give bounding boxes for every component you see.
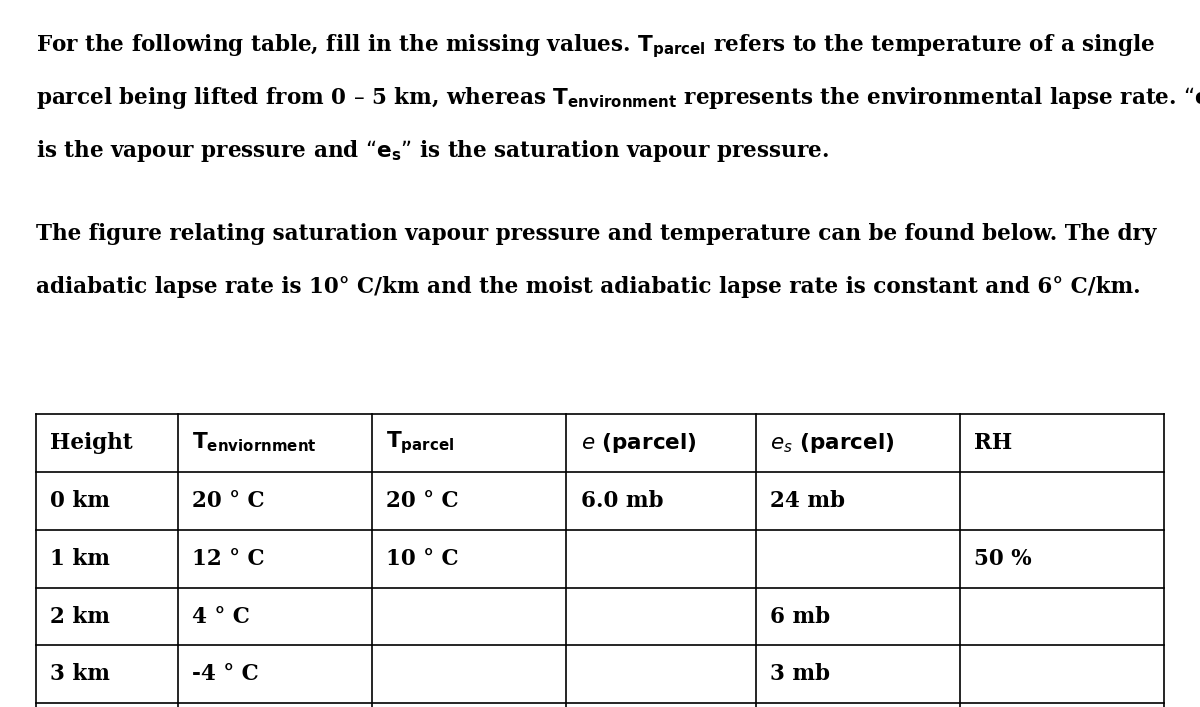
Text: 10 ° C: 10 ° C xyxy=(386,547,460,570)
Text: 12 ° C: 12 ° C xyxy=(192,547,265,570)
Text: $\mathbf{\mathit{e}}_{\mathbf{\mathit{s}}}$ $\mathbf{(parcel)}$: $\mathbf{\mathit{e}}_{\mathbf{\mathit{s}… xyxy=(770,431,895,455)
Text: 0 km: 0 km xyxy=(50,489,110,512)
Text: -4 ° C: -4 ° C xyxy=(192,663,259,686)
Text: For the following table, fill in the missing values. $\mathbf{T}_{\mathbf{parcel: For the following table, fill in the mis… xyxy=(36,32,1156,59)
Text: 6.0 mb: 6.0 mb xyxy=(581,489,664,512)
Text: 1 km: 1 km xyxy=(50,547,110,570)
Text: Height: Height xyxy=(50,431,133,454)
Text: 20 ° C: 20 ° C xyxy=(386,489,460,512)
Text: RH: RH xyxy=(974,431,1013,454)
Text: 3 km: 3 km xyxy=(50,663,110,686)
Text: $\mathbf{\mathit{e}}$ $\mathbf{(parcel)}$: $\mathbf{\mathit{e}}$ $\mathbf{(parcel)}… xyxy=(581,431,696,455)
Text: 3 mb: 3 mb xyxy=(770,663,830,686)
Text: 50 %: 50 % xyxy=(974,547,1032,570)
Text: 4 ° C: 4 ° C xyxy=(192,605,250,628)
Text: 24 mb: 24 mb xyxy=(770,489,845,512)
Text: parcel being lifted from 0 – 5 km, whereas $\mathbf{T}_{\mathbf{environment}}$ r: parcel being lifted from 0 – 5 km, where… xyxy=(36,85,1200,111)
Text: The figure relating saturation vapour pressure and temperature can be found belo: The figure relating saturation vapour pr… xyxy=(36,223,1157,245)
Text: 6 mb: 6 mb xyxy=(770,605,830,628)
Text: 20 ° C: 20 ° C xyxy=(192,489,265,512)
Text: adiabatic lapse rate is 10° C/km and the moist adiabatic lapse rate is constant : adiabatic lapse rate is 10° C/km and the… xyxy=(36,276,1141,298)
Text: $\mathbf{T}_{\mathbf{parcel}}$: $\mathbf{T}_{\mathbf{parcel}}$ xyxy=(386,429,455,456)
Text: $\mathbf{T}_{\mathbf{enviornment}}$: $\mathbf{T}_{\mathbf{enviornment}}$ xyxy=(192,431,317,455)
Text: is the vapour pressure and “$\mathbf{e}_{\mathbf{s}}$” is the saturation vapour : is the vapour pressure and “$\mathbf{e}_… xyxy=(36,138,829,164)
Text: 2 km: 2 km xyxy=(50,605,110,628)
